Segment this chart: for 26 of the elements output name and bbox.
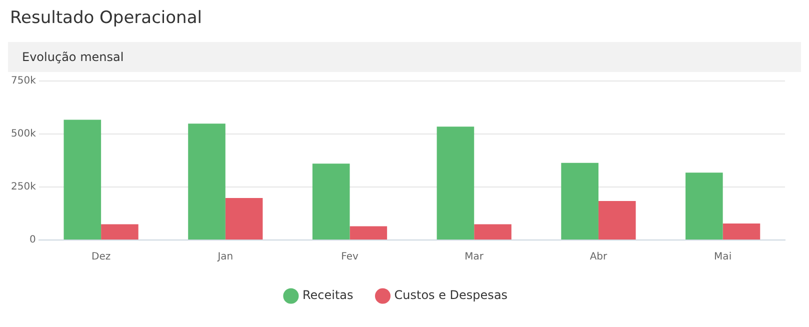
bar xyxy=(722,223,760,240)
chart-subtitle: Evolução mensal xyxy=(8,42,801,72)
bar xyxy=(474,224,512,240)
bar xyxy=(686,172,723,240)
bar xyxy=(436,126,474,240)
y-tick-label: 500k xyxy=(10,128,36,140)
y-tick-label: 250k xyxy=(10,182,36,193)
bar xyxy=(598,200,636,240)
y-tick-label: 750k xyxy=(10,76,36,87)
x-tick-label: Mai xyxy=(714,252,732,263)
x-tick-label: Mar xyxy=(464,252,484,263)
bar xyxy=(64,120,102,240)
legend-label: Custos e Despesas xyxy=(394,288,508,302)
bar xyxy=(312,164,350,240)
bar xyxy=(561,162,598,240)
x-tick-label: Fev xyxy=(341,252,358,263)
legend-label: Receitas xyxy=(302,288,354,302)
bar xyxy=(350,226,388,240)
chart-title: Resultado Operacional xyxy=(10,8,203,28)
x-tick-label: Abr xyxy=(590,252,608,263)
x-tick-label: Jan xyxy=(216,252,234,263)
bar xyxy=(101,224,138,240)
y-tick-label: 0 xyxy=(30,234,36,246)
bar xyxy=(225,198,263,240)
x-tick-label: Dez xyxy=(92,252,111,263)
bar xyxy=(188,124,226,240)
